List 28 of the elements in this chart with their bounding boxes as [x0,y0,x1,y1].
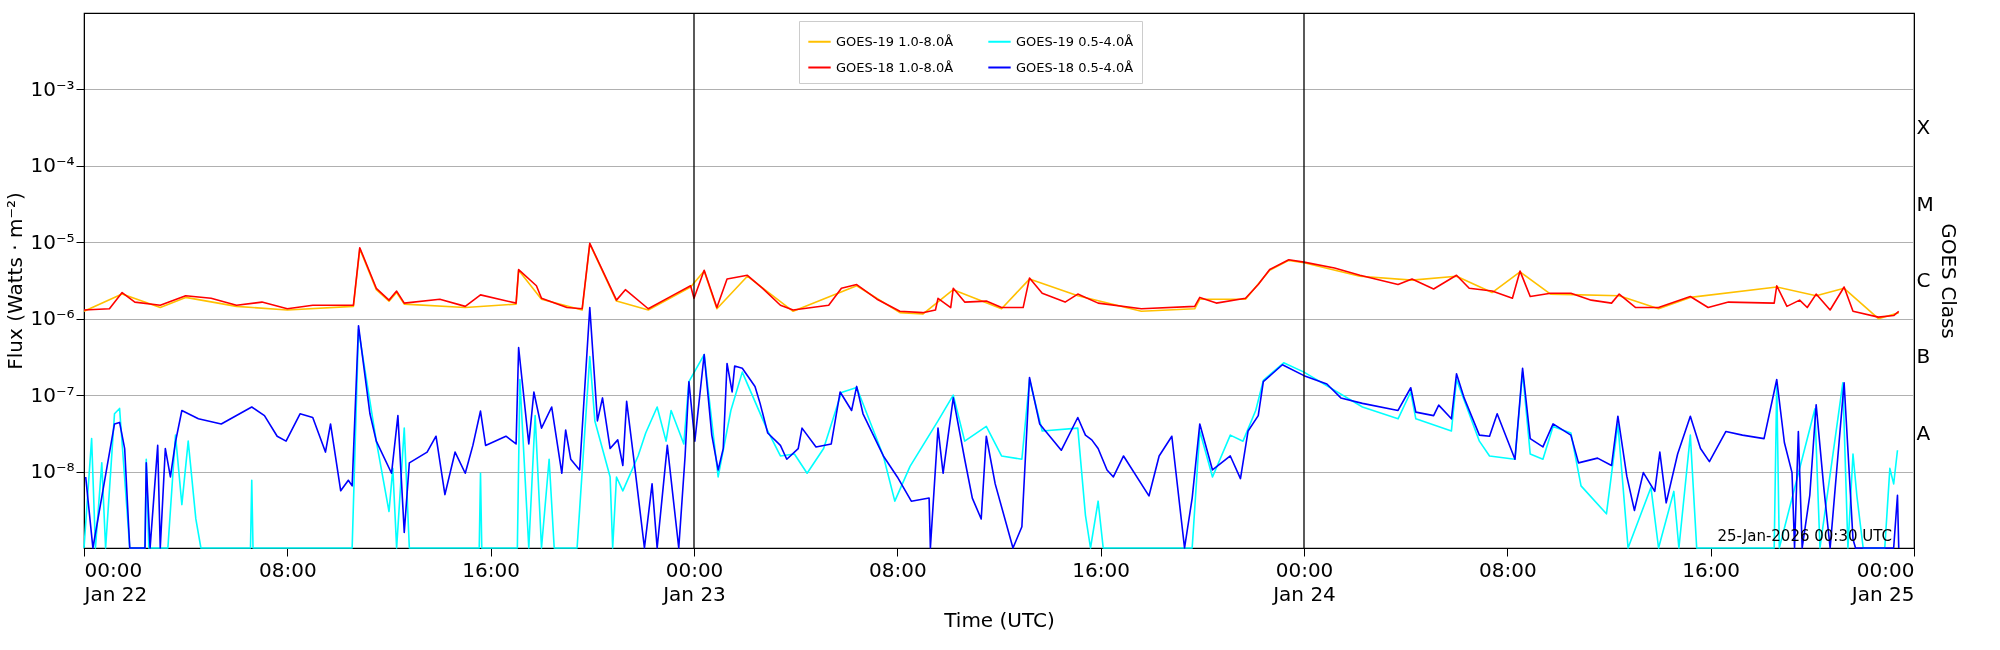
legend-label: GOES-18 0.5-4.0Å [1016,59,1134,75]
y-tick-label: 10⁻⁶ [30,306,75,331]
x-tick-label: 00:00 Jan 23 [661,557,726,606]
category-label: X [1916,115,1931,140]
y-tick-label: 10⁻³ [30,76,75,101]
legend-label: GOES-19 1.0-8.0Å [836,33,954,49]
y2-axis-title: GOES Class [1936,223,1961,339]
x-tick-label: 00:00 Jan 25 [1849,557,1915,606]
x-tick-label: 08:00 [259,557,317,582]
x-tick-label: 08:00 [1479,557,1537,582]
y-tick-label: 10⁻⁸ [30,459,75,484]
category-label: B [1916,344,1931,369]
y-tick-label: 10⁻⁴ [30,153,75,178]
x-tick-label: 08:00 [869,557,927,582]
x-tick-label: 16:00 [1072,557,1130,582]
category-label: A [1916,420,1931,445]
x-tick-label: 00:00 Jan 22 [82,557,148,606]
y-tick-label: 10⁻⁷ [30,382,75,407]
category-label: C [1916,268,1931,292]
y-tick-label: 10⁻⁵ [30,229,75,254]
x-tick-label: 16:00 [462,557,520,582]
category-label: M [1916,191,1934,216]
legend-label: GOES-18 1.0-8.0Å [836,59,954,75]
legend-label: GOES-19 0.5-4.0Å [1016,33,1134,49]
y-axis-title: Flux (Watts · m⁻²) [3,192,28,370]
x-tick-label: 16:00 [1682,557,1740,582]
x-tick-label: 00:00 Jan 24 [1271,557,1336,606]
x-axis-title: Time (UTC) [943,607,1055,632]
